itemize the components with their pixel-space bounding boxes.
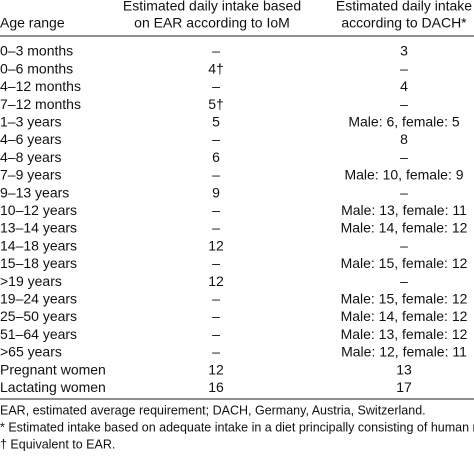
table-cell: 4–8 years: [0, 149, 61, 165]
footnote: † Equivalent to EAR.: [0, 437, 115, 451]
table-cell: Lactating women: [0, 379, 106, 395]
table-cell: 4–12 months: [0, 78, 81, 94]
table-cell: –: [212, 43, 220, 59]
table-cell: 4: [400, 78, 408, 94]
table-cell: –: [212, 308, 220, 324]
table-cell: 8: [400, 131, 408, 147]
table-cell: 4–6 years: [0, 131, 61, 147]
table-cell: –: [212, 131, 220, 147]
table-cell: 12: [208, 273, 224, 289]
table-cell: 9: [212, 184, 220, 200]
table-cell: 16: [208, 379, 224, 395]
table-cell: 9–13 years: [0, 184, 69, 200]
table-cell: 3: [400, 43, 408, 59]
table-cell: 1–3 years: [0, 114, 61, 130]
table-cell: –: [212, 202, 220, 218]
table-cell: Male: 13, female: 12: [341, 326, 468, 342]
table-cell: –: [212, 167, 220, 183]
table-cell: –: [400, 96, 408, 112]
table-cell: 7–12 months: [0, 96, 81, 112]
table-cell: Male: 10, female: 9: [344, 167, 463, 183]
table-cell: 7–9 years: [0, 167, 61, 183]
table-cell: 0–3 months: [0, 43, 73, 59]
table-cell: –: [400, 273, 408, 289]
table-cell: >19 years: [0, 273, 62, 289]
table-cell: Male: 6, female: 5: [348, 114, 459, 130]
table-cell: –: [400, 184, 408, 200]
table-cell: 12: [208, 237, 224, 253]
table-cell: 13–14 years: [0, 220, 77, 236]
table-cell: –: [212, 220, 220, 236]
table-cell: 19–24 years: [0, 291, 77, 307]
table-cell: 12: [208, 361, 224, 377]
header-cell: Estimated daily intake: [336, 0, 472, 14]
table-cell: 13: [396, 361, 412, 377]
table-cell: Pregnant women: [0, 361, 106, 377]
table-cell: 25–50 years: [0, 308, 77, 324]
table-cell: Male: 12, female: 11: [341, 344, 467, 360]
table-cell: –: [212, 326, 220, 342]
footnote: * Estimated intake based on adequate int…: [0, 420, 474, 434]
table-cell: 15–18 years: [0, 255, 77, 271]
table-cell: 51–64 years: [0, 326, 77, 342]
table-cell: –: [400, 149, 408, 165]
footnote: EAR, estimated average requirement; DACH…: [0, 403, 426, 417]
table-cell: 0–6 months: [0, 60, 73, 76]
table-cell: 5†: [208, 96, 224, 112]
table-cell: Male: 15, female: 12: [341, 291, 468, 307]
table-cell: 14–18 years: [0, 237, 77, 253]
header-cell: on EAR according to IoM: [134, 15, 290, 31]
header-cell: Estimated daily intake based: [123, 0, 301, 14]
table-cell: 10–12 years: [0, 202, 77, 218]
table-cell: >65 years: [0, 344, 62, 360]
table-cell: Male: 14, female: 12: [341, 220, 468, 236]
table-cell: 4†: [208, 60, 224, 76]
table-cell: –: [212, 78, 220, 94]
header-cell: according to DACH*: [341, 15, 467, 31]
table-cell: –: [212, 255, 220, 271]
table-cell: –: [400, 237, 408, 253]
table-cell: 17: [396, 379, 412, 395]
table-cell: Male: 13, female: 11: [341, 202, 467, 218]
table-cell: Male: 14, female: 12: [341, 308, 468, 324]
table-cell: –: [212, 344, 220, 360]
table-cell: –: [400, 60, 408, 76]
table-cell: 5: [212, 114, 220, 130]
header-cell: Age range: [0, 15, 65, 31]
table-cell: –: [212, 291, 220, 307]
table-cell: Male: 15, female: 12: [341, 255, 468, 271]
table-cell: 6: [212, 149, 220, 165]
